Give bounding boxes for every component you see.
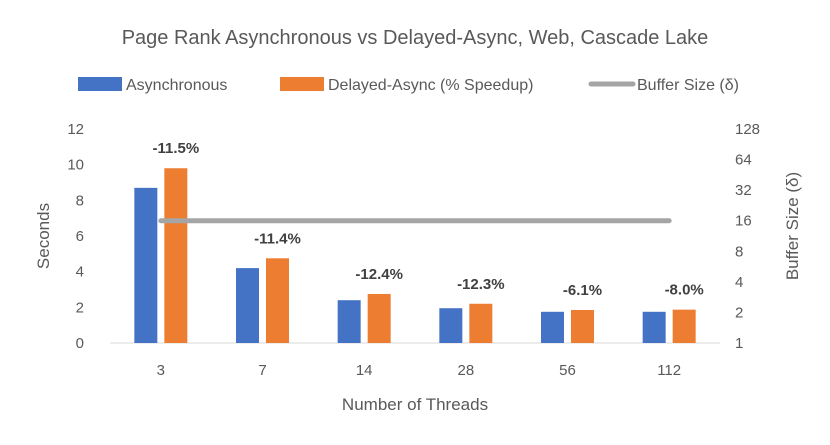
x-tick-label: 3 xyxy=(157,362,165,379)
speedup-data-label: -12.3% xyxy=(457,276,505,293)
speedup-data-label: -11.5% xyxy=(152,140,199,157)
x-tick-label: 28 xyxy=(457,362,474,379)
bar-asynchronous xyxy=(541,311,564,343)
legend: Asynchronous Delayed-Async (% Speedup) Buf… xyxy=(78,77,739,94)
y2-tick-label: 2 xyxy=(735,304,743,321)
y2-axis-ticks: 1 2 4 8 16 32 64 128 xyxy=(735,121,760,352)
y2-tick-label: 128 xyxy=(735,121,760,138)
y-tick-label: 0 xyxy=(76,335,84,352)
bar-delayed-async xyxy=(672,309,696,343)
y-tick-label: 4 xyxy=(76,264,84,281)
chart-title: Page Rank Asynchronous vs Delayed-Async,… xyxy=(122,27,709,49)
x-tick-label: 7 xyxy=(258,362,266,379)
y-tick-label: 2 xyxy=(76,299,84,316)
bar-delayed-async xyxy=(571,310,594,343)
y2-tick-label: 4 xyxy=(735,274,743,291)
x-tick-label: 14 xyxy=(356,362,373,379)
bar-asynchronous xyxy=(134,187,158,343)
y-tick-label: 8 xyxy=(76,192,84,209)
y2-tick-label: 8 xyxy=(735,243,743,260)
legend-label: Asynchronous xyxy=(126,77,227,94)
x-tick-label: 56 xyxy=(559,362,576,379)
x-axis-title: Number of Threads xyxy=(342,395,488,414)
bar-delayed-async xyxy=(469,303,493,343)
y-tick-label: 10 xyxy=(67,157,84,174)
legend-label: Buffer Size (δ) xyxy=(637,77,739,94)
bar-delayed-async xyxy=(367,293,391,343)
data-labels: -11.5% -11.4% -12.4% -12.3% -6.1% -8.0% xyxy=(152,140,703,299)
speedup-data-label: -12.4% xyxy=(355,266,403,283)
y2-tick-label: 32 xyxy=(735,182,752,199)
y-axis-title: Seconds xyxy=(34,203,53,269)
y2-axis-title: Buffer Size (δ) xyxy=(783,172,802,280)
speedup-data-label: -11.4% xyxy=(254,230,301,247)
bar-asynchronous xyxy=(642,311,666,343)
legend-swatch xyxy=(78,77,122,91)
y2-tick-label: 16 xyxy=(735,213,752,230)
legend-swatch xyxy=(280,77,324,91)
bar-asynchronous xyxy=(337,300,361,343)
y-axis-ticks: 0 2 4 6 8 10 12 xyxy=(67,121,84,352)
y-tick-label: 12 xyxy=(67,121,84,138)
bars xyxy=(134,168,696,343)
y2-tick-label: 64 xyxy=(735,152,752,169)
legend-label: Delayed-Async (% Speedup) xyxy=(328,77,533,94)
y-tick-label: 6 xyxy=(76,228,84,245)
bar-asynchronous xyxy=(236,268,259,343)
bar-asynchronous xyxy=(439,308,463,343)
x-axis-ticks: 3 7 14 28 56 112 xyxy=(157,362,681,379)
y2-tick-label: 1 xyxy=(735,335,743,352)
speedup-data-label: -8.0% xyxy=(665,282,704,299)
speedup-data-label: -6.1% xyxy=(563,282,602,299)
bar-delayed-async xyxy=(164,168,188,343)
x-tick-label: 112 xyxy=(657,362,681,379)
bar-delayed-async xyxy=(266,258,289,343)
